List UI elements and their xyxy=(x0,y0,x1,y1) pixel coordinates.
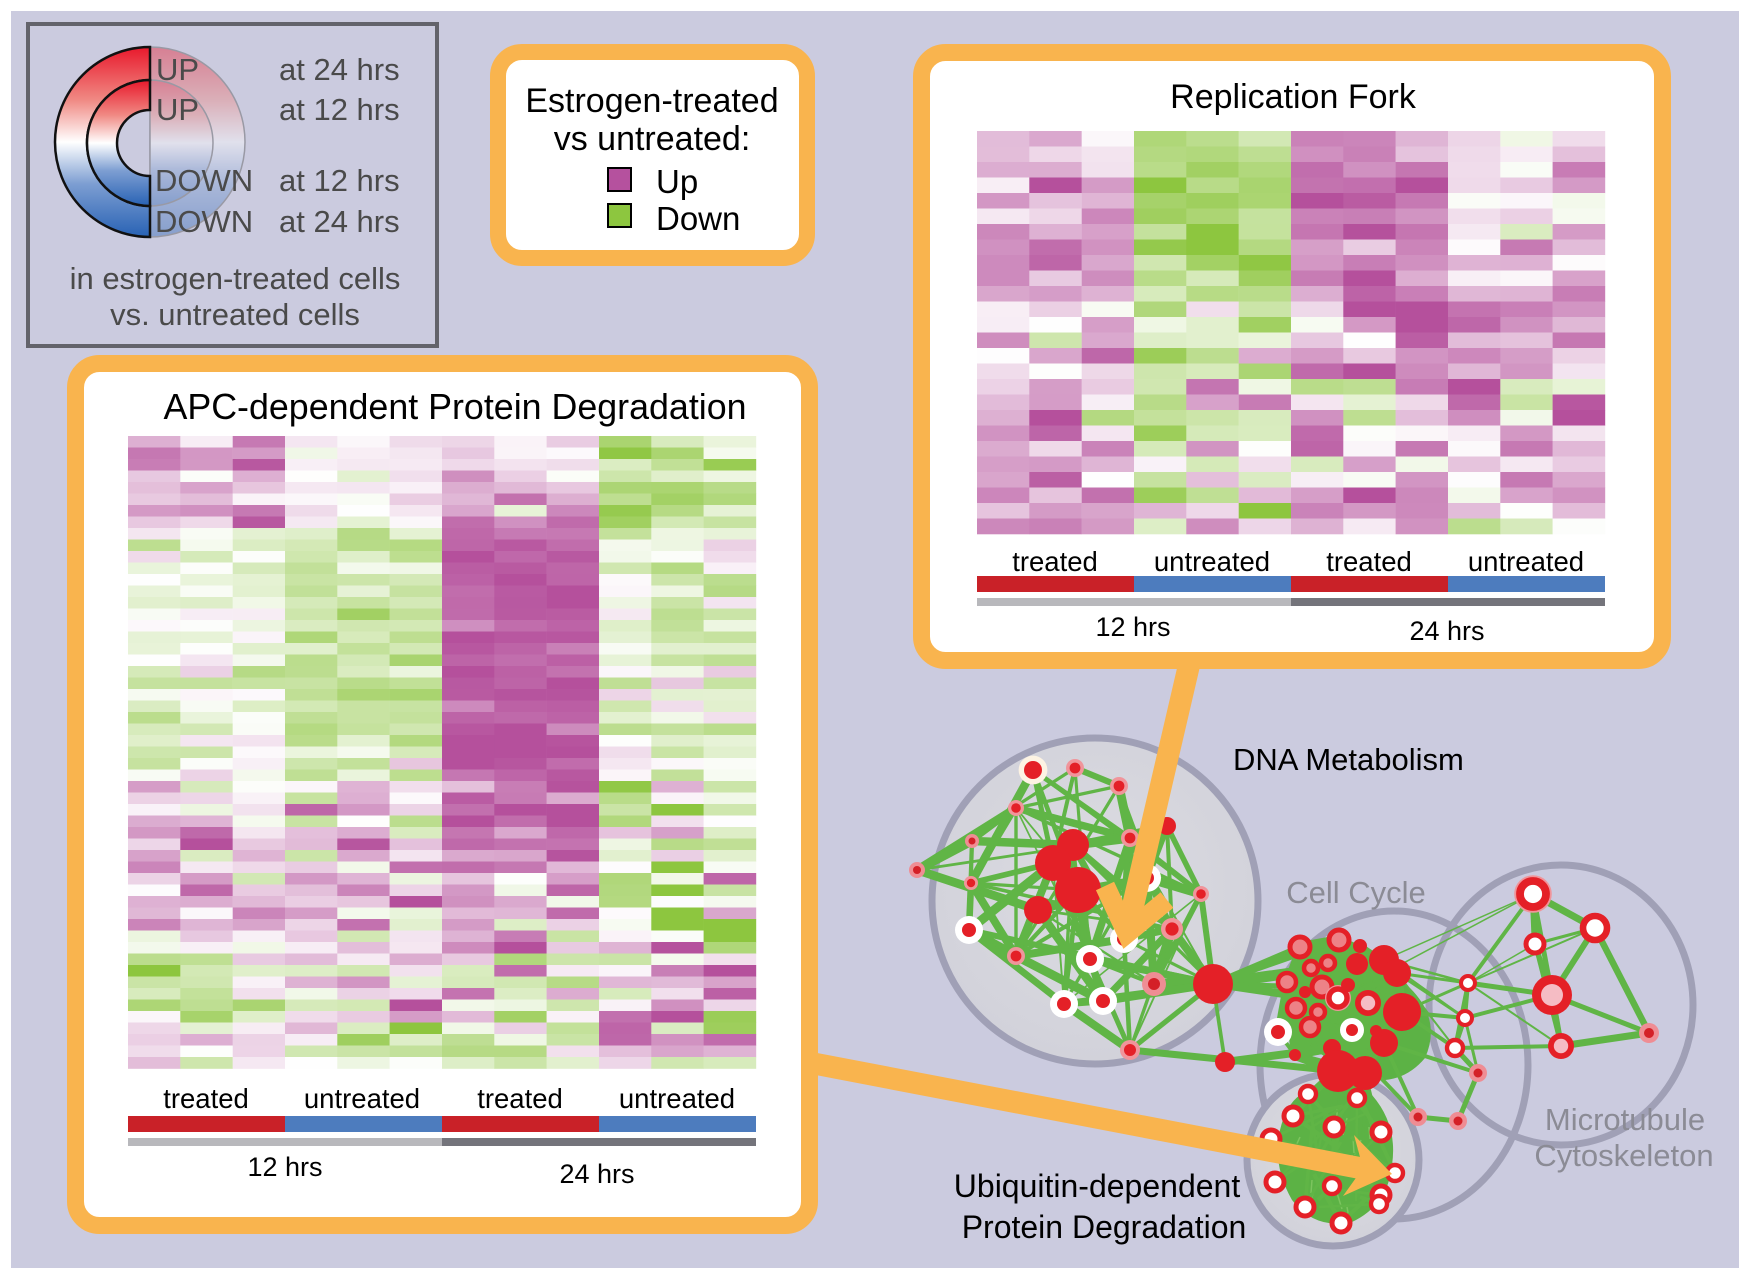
svg-text:at 12 hrs: at 12 hrs xyxy=(279,92,400,127)
svg-text:untreated: untreated xyxy=(1154,546,1270,577)
svg-text:DOWN: DOWN xyxy=(155,204,253,239)
svg-text:Estrogen-treated: Estrogen-treated xyxy=(525,82,778,120)
svg-text:Ubiquitin-dependent: Ubiquitin-dependent xyxy=(954,1168,1241,1204)
svg-text:treated: treated xyxy=(163,1083,249,1114)
svg-text:DOWN: DOWN xyxy=(155,163,253,198)
svg-text:UP: UP xyxy=(156,92,199,127)
svg-text:12 hrs: 12 hrs xyxy=(247,1152,322,1182)
svg-text:Cell Cycle: Cell Cycle xyxy=(1286,875,1426,910)
svg-text:at 24 hrs: at 24 hrs xyxy=(279,204,400,239)
svg-text:treated: treated xyxy=(1326,546,1412,577)
svg-text:treated: treated xyxy=(477,1083,563,1114)
svg-text:24 hrs: 24 hrs xyxy=(559,1159,634,1189)
svg-text:12 hrs: 12 hrs xyxy=(1095,612,1170,642)
svg-text:APC-dependent Protein Degradat: APC-dependent Protein Degradation xyxy=(163,387,746,427)
svg-text:untreated: untreated xyxy=(1468,546,1584,577)
svg-text:at 24 hrs: at 24 hrs xyxy=(279,52,400,87)
svg-text:Up: Up xyxy=(656,163,698,200)
svg-text:Microtubule: Microtubule xyxy=(1545,1102,1705,1137)
svg-text:at 12 hrs: at 12 hrs xyxy=(279,163,400,198)
svg-text:vs untreated:: vs untreated: xyxy=(554,120,751,158)
svg-text:Replication Fork: Replication Fork xyxy=(1170,78,1417,116)
svg-text:Cytoskeleton: Cytoskeleton xyxy=(1534,1138,1713,1173)
svg-text:UP: UP xyxy=(156,52,199,87)
svg-text:DNA Metabolism: DNA Metabolism xyxy=(1233,742,1464,777)
svg-text:untreated: untreated xyxy=(304,1083,420,1114)
svg-text:treated: treated xyxy=(1012,546,1098,577)
svg-text:vs. untreated cells: vs. untreated cells xyxy=(110,297,360,332)
svg-text:24 hrs: 24 hrs xyxy=(1409,616,1484,646)
svg-text:in estrogen-treated cells: in estrogen-treated cells xyxy=(70,261,401,296)
svg-text:Down: Down xyxy=(656,200,740,237)
svg-text:Protein Degradation: Protein Degradation xyxy=(962,1209,1247,1245)
svg-text:untreated: untreated xyxy=(619,1083,735,1114)
